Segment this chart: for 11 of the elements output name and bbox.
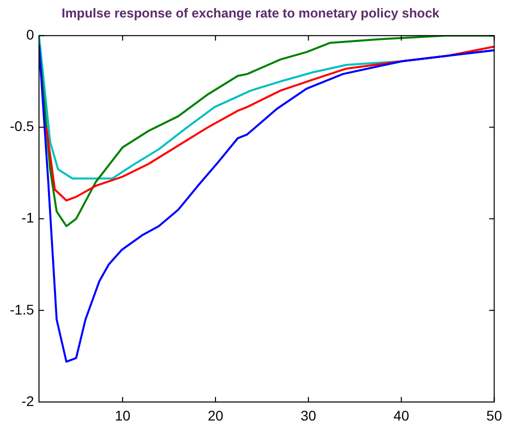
y-tick-label: -2	[22, 392, 34, 409]
y-tick-label: -1.5	[10, 301, 34, 318]
x-tick-label: 40	[394, 407, 410, 424]
y-tick-label: -0.5	[10, 118, 34, 134]
x-tick-label: 30	[300, 407, 316, 424]
y-tick-label: -1	[22, 210, 34, 226]
x-tick-label: 50	[486, 407, 502, 424]
x-tick-label: 20	[208, 407, 224, 424]
y-tick-label: 0	[26, 26, 34, 42]
chart-title: Impulse response of exchange rate to monetary policy shock	[62, 5, 440, 20]
x-tick-label: 10	[114, 407, 131, 424]
